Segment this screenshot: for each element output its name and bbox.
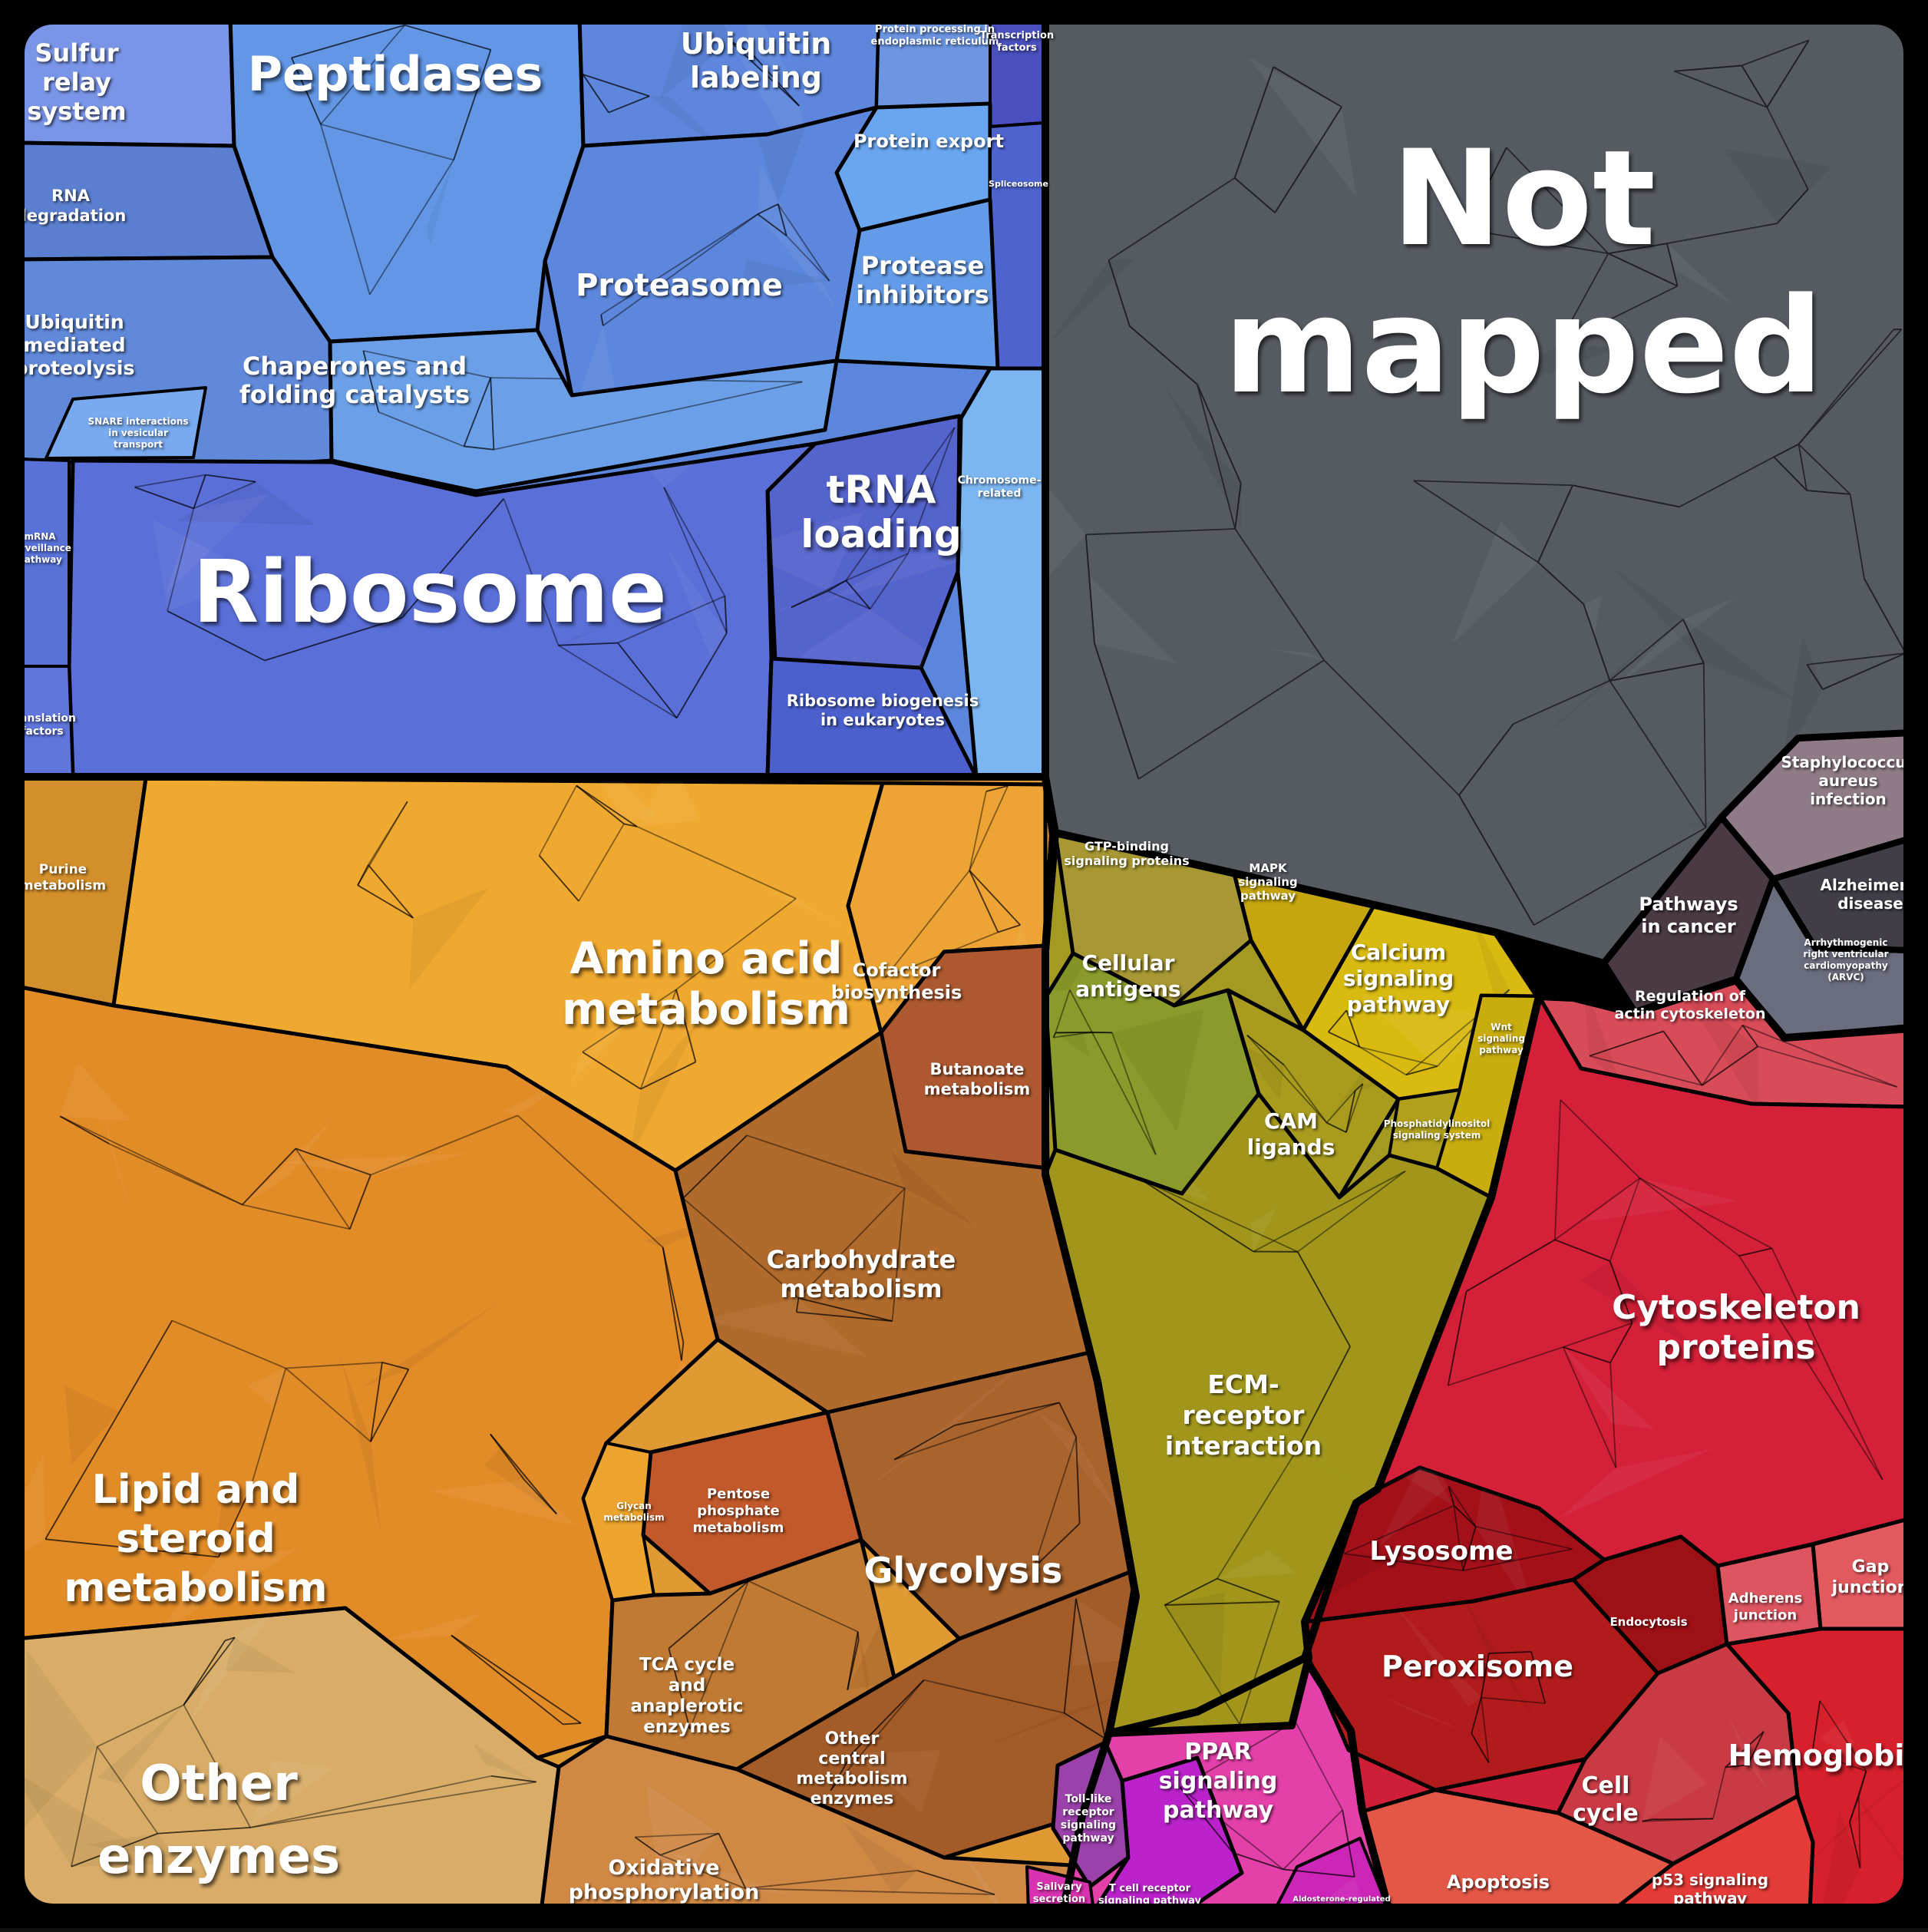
- protein-export-label: Protein export: [853, 130, 1004, 152]
- peptidases-label: Peptidases: [248, 46, 543, 102]
- hemoglobin-label: Hemoglobin: [1728, 1739, 1926, 1772]
- lysosome-label: Lysosome: [1369, 1536, 1513, 1567]
- apoptosis-label: Apoptosis: [1447, 1871, 1550, 1893]
- peroxisome-label: Peroxisome: [1382, 1650, 1573, 1683]
- endocytosis-label: Endocytosis: [1609, 1615, 1687, 1629]
- proteasome-label: Proteasome: [576, 268, 783, 303]
- spliceosome-cell[interactable]: [990, 123, 1044, 368]
- ribosome-label: Ribosome: [193, 543, 667, 642]
- spliceosome-label: Spliceosome: [989, 179, 1048, 189]
- glycolysis-label: Glycolysis: [864, 1550, 1063, 1591]
- chromosome-related-cell[interactable]: [958, 368, 1044, 777]
